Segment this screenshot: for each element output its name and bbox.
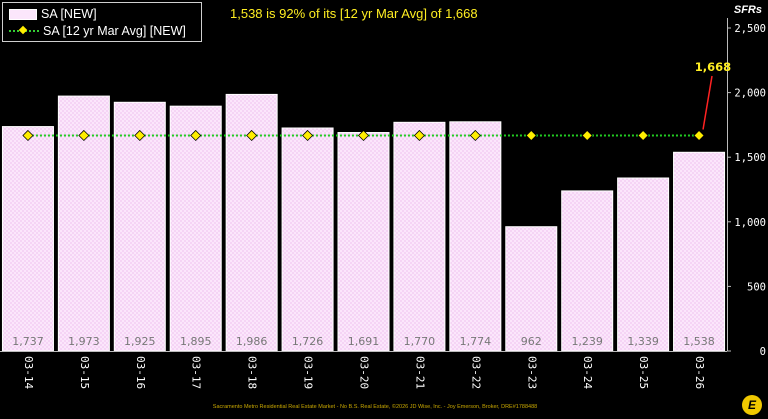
bar-value-label: 1,774: [460, 335, 492, 348]
average-marker-03-20: [357, 129, 370, 142]
x-tick-label: 03-15: [78, 356, 91, 389]
callout-label: 1,668: [695, 60, 731, 74]
average-marker-03-15: [78, 129, 90, 142]
x-tick-label: 03-21: [413, 356, 426, 389]
y-tick-label: 2,000: [734, 88, 766, 100]
average-line-group: [22, 129, 705, 142]
legend-item-bar: SA [NEW]: [9, 6, 97, 22]
y-tick-label: 1,000: [734, 217, 766, 229]
x-axis: 03-14 03-15 03-16 03-17 03-18 03-19 03-20 03-21…: [0, 351, 727, 389]
y-tick-label: 500: [747, 281, 766, 293]
bar-03-23: [505, 226, 558, 352]
legend-label-line: SA [12 yr Mar Avg] [NEW]: [43, 24, 186, 38]
bar-value-label: 1,339: [627, 335, 659, 348]
bar-value-label: 1,895: [180, 335, 212, 348]
bar-03-16: [113, 101, 166, 352]
bar-03-19: [281, 127, 334, 352]
bar-value-label: 1,986: [236, 335, 268, 348]
footer-credit: Sacramento Metro Residential Real Estate…: [212, 404, 538, 410]
average-marker-03-24: [581, 129, 593, 142]
bars-group: 1,737 1,973 1,925 1,895 1,986 1,726 1,691 1,770…: [1, 93, 726, 352]
x-tick-label: 03-22: [469, 356, 482, 389]
legend-swatch-bar: [9, 8, 37, 20]
average-marker-03-21: [413, 129, 425, 142]
brand-logo-icon: E: [742, 395, 762, 415]
average-marker-03-17: [190, 129, 202, 142]
bar-03-20: [337, 132, 390, 352]
legend: SA [NEW] SA [12 yr Mar Avg] [NEW]: [2, 2, 202, 42]
average-marker-03-25: [637, 129, 649, 142]
average-marker-03-23: [525, 129, 537, 142]
x-tick-label: 03-23: [525, 356, 538, 389]
average-marker-03-14: [22, 129, 34, 142]
legend-label-bar: SA [NEW]: [41, 7, 97, 21]
y-axis: 0 500 1,000 1,500 2,000 2,500: [727, 18, 766, 358]
average-marker-03-19: [302, 129, 314, 142]
average-marker-03-26: [693, 129, 705, 142]
bar-value-label: 1,925: [124, 335, 156, 348]
x-tick-label: 03-20: [358, 356, 371, 389]
bar-value-label: 962: [521, 335, 542, 348]
bar-value-label: 1,770: [404, 335, 436, 348]
x-tick-label: 03-17: [190, 356, 203, 389]
bar-03-21: [393, 121, 446, 352]
y-tick-label: 2,500: [734, 23, 766, 35]
callout-group: 1,668: [695, 60, 731, 130]
average-marker-03-16: [134, 129, 146, 142]
legend-swatch-line: [9, 26, 39, 36]
bar-value-label: 1,538: [683, 335, 715, 348]
bar-03-24: [561, 190, 614, 352]
x-tick-label: 03-25: [637, 356, 650, 389]
x-tick-label: 03-18: [246, 356, 259, 389]
bar-03-22: [449, 121, 502, 352]
bar-value-label: 1,239: [571, 335, 603, 348]
bar-value-label: 1,691: [348, 335, 380, 348]
bar-03-25: [617, 177, 670, 352]
average-marker-03-18: [246, 129, 258, 142]
x-tick-label: 03-26: [693, 356, 706, 389]
x-tick-label: 03-24: [581, 356, 594, 389]
bar-value-label: 1,726: [292, 335, 324, 348]
x-tick-label: 03-16: [134, 356, 147, 389]
bar-value-label: 1,973: [68, 335, 100, 348]
bar-03-17: [169, 105, 222, 352]
bar-value-label: 1,737: [12, 335, 44, 348]
average-marker-03-22: [469, 129, 481, 142]
bar-03-14: [1, 126, 54, 352]
y-axis-unit: SFRs: [733, 4, 762, 16]
bar-03-26: [673, 151, 726, 352]
y-tick-label: 1,500: [734, 152, 766, 164]
chart-headline: 1,538 is 92% of its [12 yr Mar Avg] of 1…: [230, 6, 478, 21]
y-tick-label: 0: [760, 346, 766, 358]
x-tick-label: 03-14: [22, 356, 35, 389]
callout-pointer: [702, 75, 713, 130]
legend-item-line: SA [12 yr Mar Avg] [NEW]: [9, 23, 186, 39]
x-tick-label: 03-19: [302, 356, 315, 389]
